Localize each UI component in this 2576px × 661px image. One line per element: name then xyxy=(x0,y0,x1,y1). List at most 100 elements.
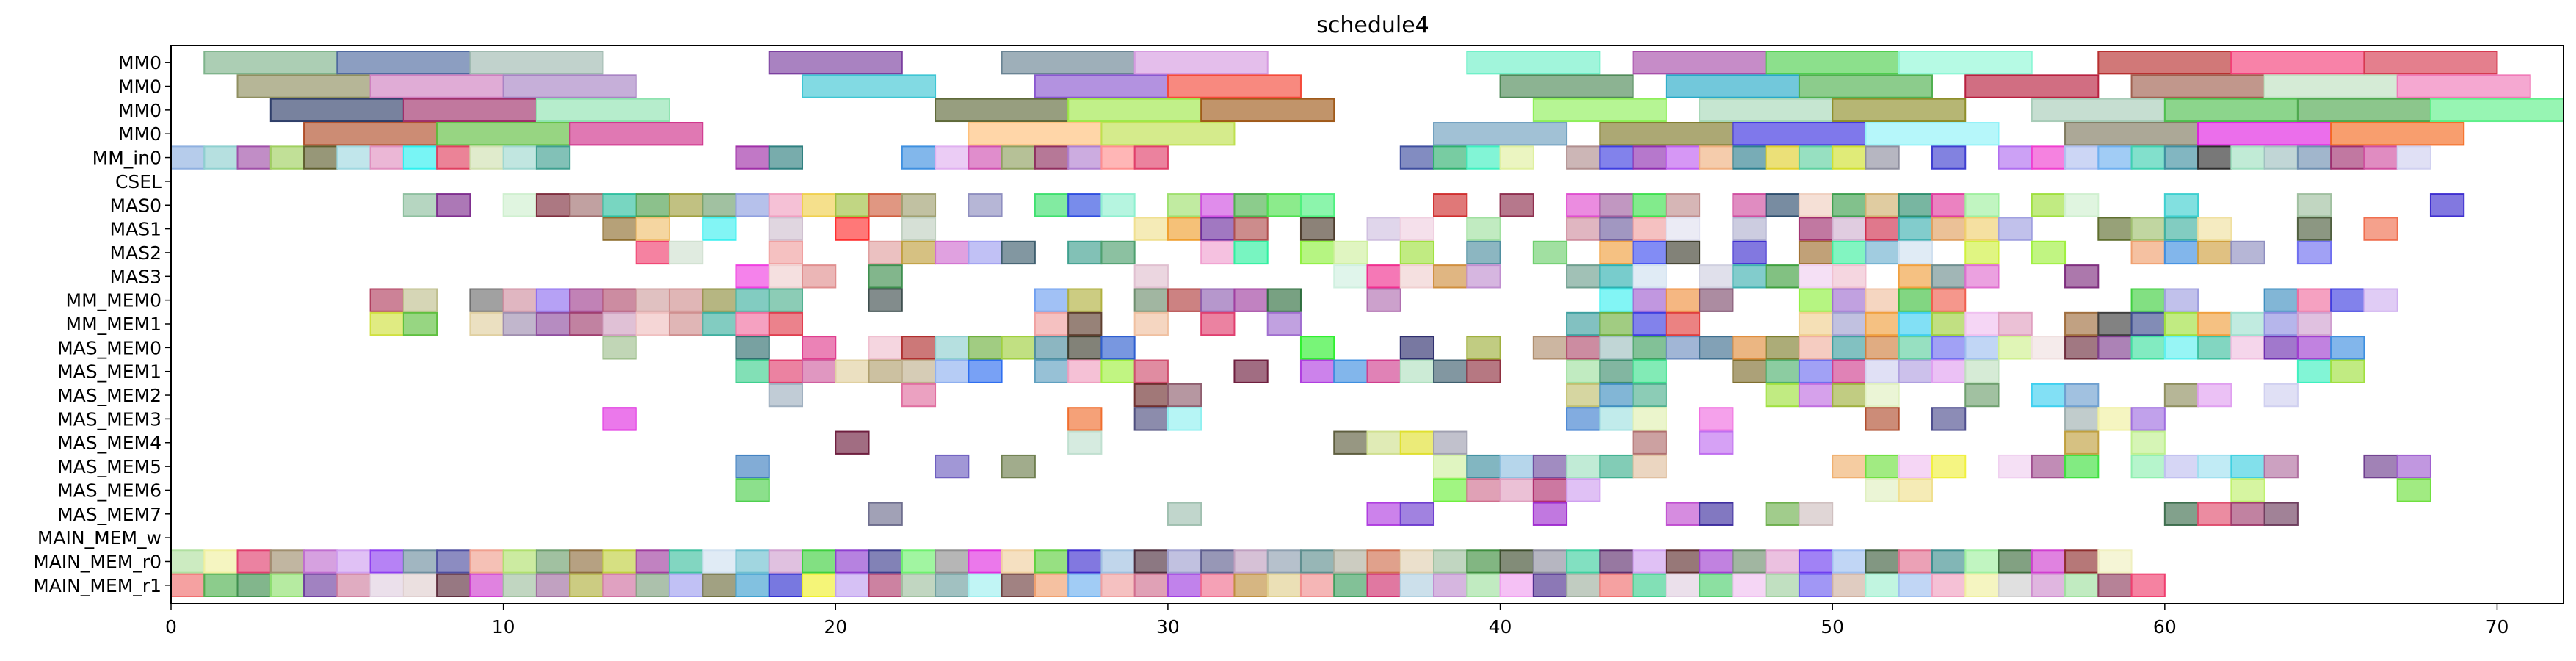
schedule-bar xyxy=(2230,51,2365,75)
schedule-bar xyxy=(2296,336,2332,360)
schedule-bar xyxy=(635,217,670,241)
schedule-bar xyxy=(1167,217,1202,241)
schedule-bar xyxy=(1466,264,1501,289)
schedule-bar xyxy=(2363,288,2398,312)
schedule-bar xyxy=(1998,336,2033,360)
schedule-bar xyxy=(1732,217,1767,241)
schedule-bar xyxy=(635,288,670,312)
schedule-bar xyxy=(1931,359,1967,383)
schedule-bar xyxy=(1931,145,1967,170)
schedule-bar xyxy=(1433,549,1468,574)
schedule-bar xyxy=(2330,288,2365,312)
schedule-bar xyxy=(1100,193,1136,217)
schedule-bar xyxy=(2130,407,2166,431)
schedule-bar xyxy=(2197,217,2232,241)
schedule-bar xyxy=(735,573,770,597)
schedule-bar xyxy=(1366,573,1401,597)
schedule-bar xyxy=(2230,478,2265,502)
schedule-bar xyxy=(2163,502,2199,526)
schedule-bar xyxy=(1233,193,1269,217)
schedule-bar xyxy=(1034,145,1070,170)
schedule-bar xyxy=(1466,240,1501,265)
schedule-bar xyxy=(2163,288,2199,312)
schedule-bar xyxy=(1299,240,1335,265)
x-tick-label: 40 xyxy=(1489,616,1512,637)
schedule-bar xyxy=(735,193,770,217)
schedule-bar xyxy=(1466,51,1601,75)
schedule-bar xyxy=(735,478,770,502)
schedule-bar xyxy=(1765,502,1800,526)
schedule-bar xyxy=(2330,336,2365,360)
schedule-bar xyxy=(436,193,471,217)
schedule-bar xyxy=(968,336,1003,360)
schedule-bar xyxy=(1233,240,1269,265)
schedule-bar xyxy=(1832,193,1867,217)
schedule-bar xyxy=(602,407,637,431)
schedule-bar xyxy=(303,549,338,574)
schedule-bar xyxy=(2130,454,2166,479)
schedule-bar xyxy=(1732,122,1867,146)
schedule-bar xyxy=(2031,454,2067,479)
schedule-bar xyxy=(2163,217,2199,241)
schedule-bar xyxy=(802,264,837,289)
schedule-bar xyxy=(469,288,504,312)
schedule-bar xyxy=(1200,217,1236,241)
schedule-bar xyxy=(1566,407,1601,431)
schedule-bar xyxy=(1499,573,1534,597)
schedule-bar xyxy=(1665,74,1800,98)
row-label: MM_in0 xyxy=(92,148,162,169)
schedule-bar xyxy=(602,288,637,312)
schedule-bar xyxy=(901,336,937,360)
schedule-bar xyxy=(1865,407,1900,431)
schedule-bar xyxy=(1466,359,1501,383)
schedule-bar xyxy=(1067,573,1103,597)
schedule-bar xyxy=(336,549,371,574)
schedule-bar xyxy=(1632,264,1667,289)
schedule-bar xyxy=(369,74,504,98)
schedule-bar xyxy=(702,573,737,597)
schedule-bar xyxy=(1599,454,1634,479)
schedule-bar xyxy=(1964,383,2000,408)
schedule-bar xyxy=(2330,145,2365,170)
schedule-bar xyxy=(1566,217,1601,241)
schedule-bar xyxy=(2296,359,2332,383)
schedule-bar xyxy=(735,359,770,383)
schedule-bar xyxy=(1798,288,1834,312)
schedule-bar xyxy=(702,549,737,574)
schedule-bar xyxy=(1865,288,1900,312)
schedule-bar xyxy=(1034,359,1070,383)
schedule-bar xyxy=(2064,430,2100,455)
schedule-bar xyxy=(935,454,970,479)
schedule-bar xyxy=(1865,454,1900,479)
schedule-bar xyxy=(2064,193,2100,217)
schedule-bar xyxy=(935,240,970,265)
schedule-bar xyxy=(1433,454,1468,479)
schedule-bar xyxy=(203,145,239,170)
schedule-bar xyxy=(1599,217,1634,241)
schedule-bar xyxy=(2429,98,2564,123)
schedule-bar xyxy=(303,145,338,170)
schedule-bar xyxy=(1034,193,1070,217)
schedule-bar xyxy=(1865,311,1900,336)
schedule-bar xyxy=(1832,288,1867,312)
schedule-bar xyxy=(2429,193,2465,217)
schedule-bar xyxy=(1566,336,1601,360)
schedule-bar xyxy=(1200,311,1236,336)
schedule-bar xyxy=(1998,311,2033,336)
schedule-bar xyxy=(1699,573,1734,597)
schedule-bar xyxy=(1765,336,1800,360)
schedule-bar xyxy=(535,145,571,170)
schedule-bar xyxy=(2230,502,2265,526)
schedule-bar xyxy=(2163,454,2199,479)
schedule-bar xyxy=(768,288,804,312)
schedule-bar xyxy=(203,549,239,574)
schedule-bar xyxy=(2263,311,2299,336)
schedule-bar xyxy=(1632,193,1667,217)
schedule-bar xyxy=(170,145,206,170)
schedule-bar xyxy=(1798,217,1834,241)
schedule-bar xyxy=(1632,430,1667,455)
schedule-bar xyxy=(236,74,371,98)
schedule-bar xyxy=(1333,430,1368,455)
schedule-bar xyxy=(569,288,604,312)
schedule-bar xyxy=(2197,383,2232,408)
